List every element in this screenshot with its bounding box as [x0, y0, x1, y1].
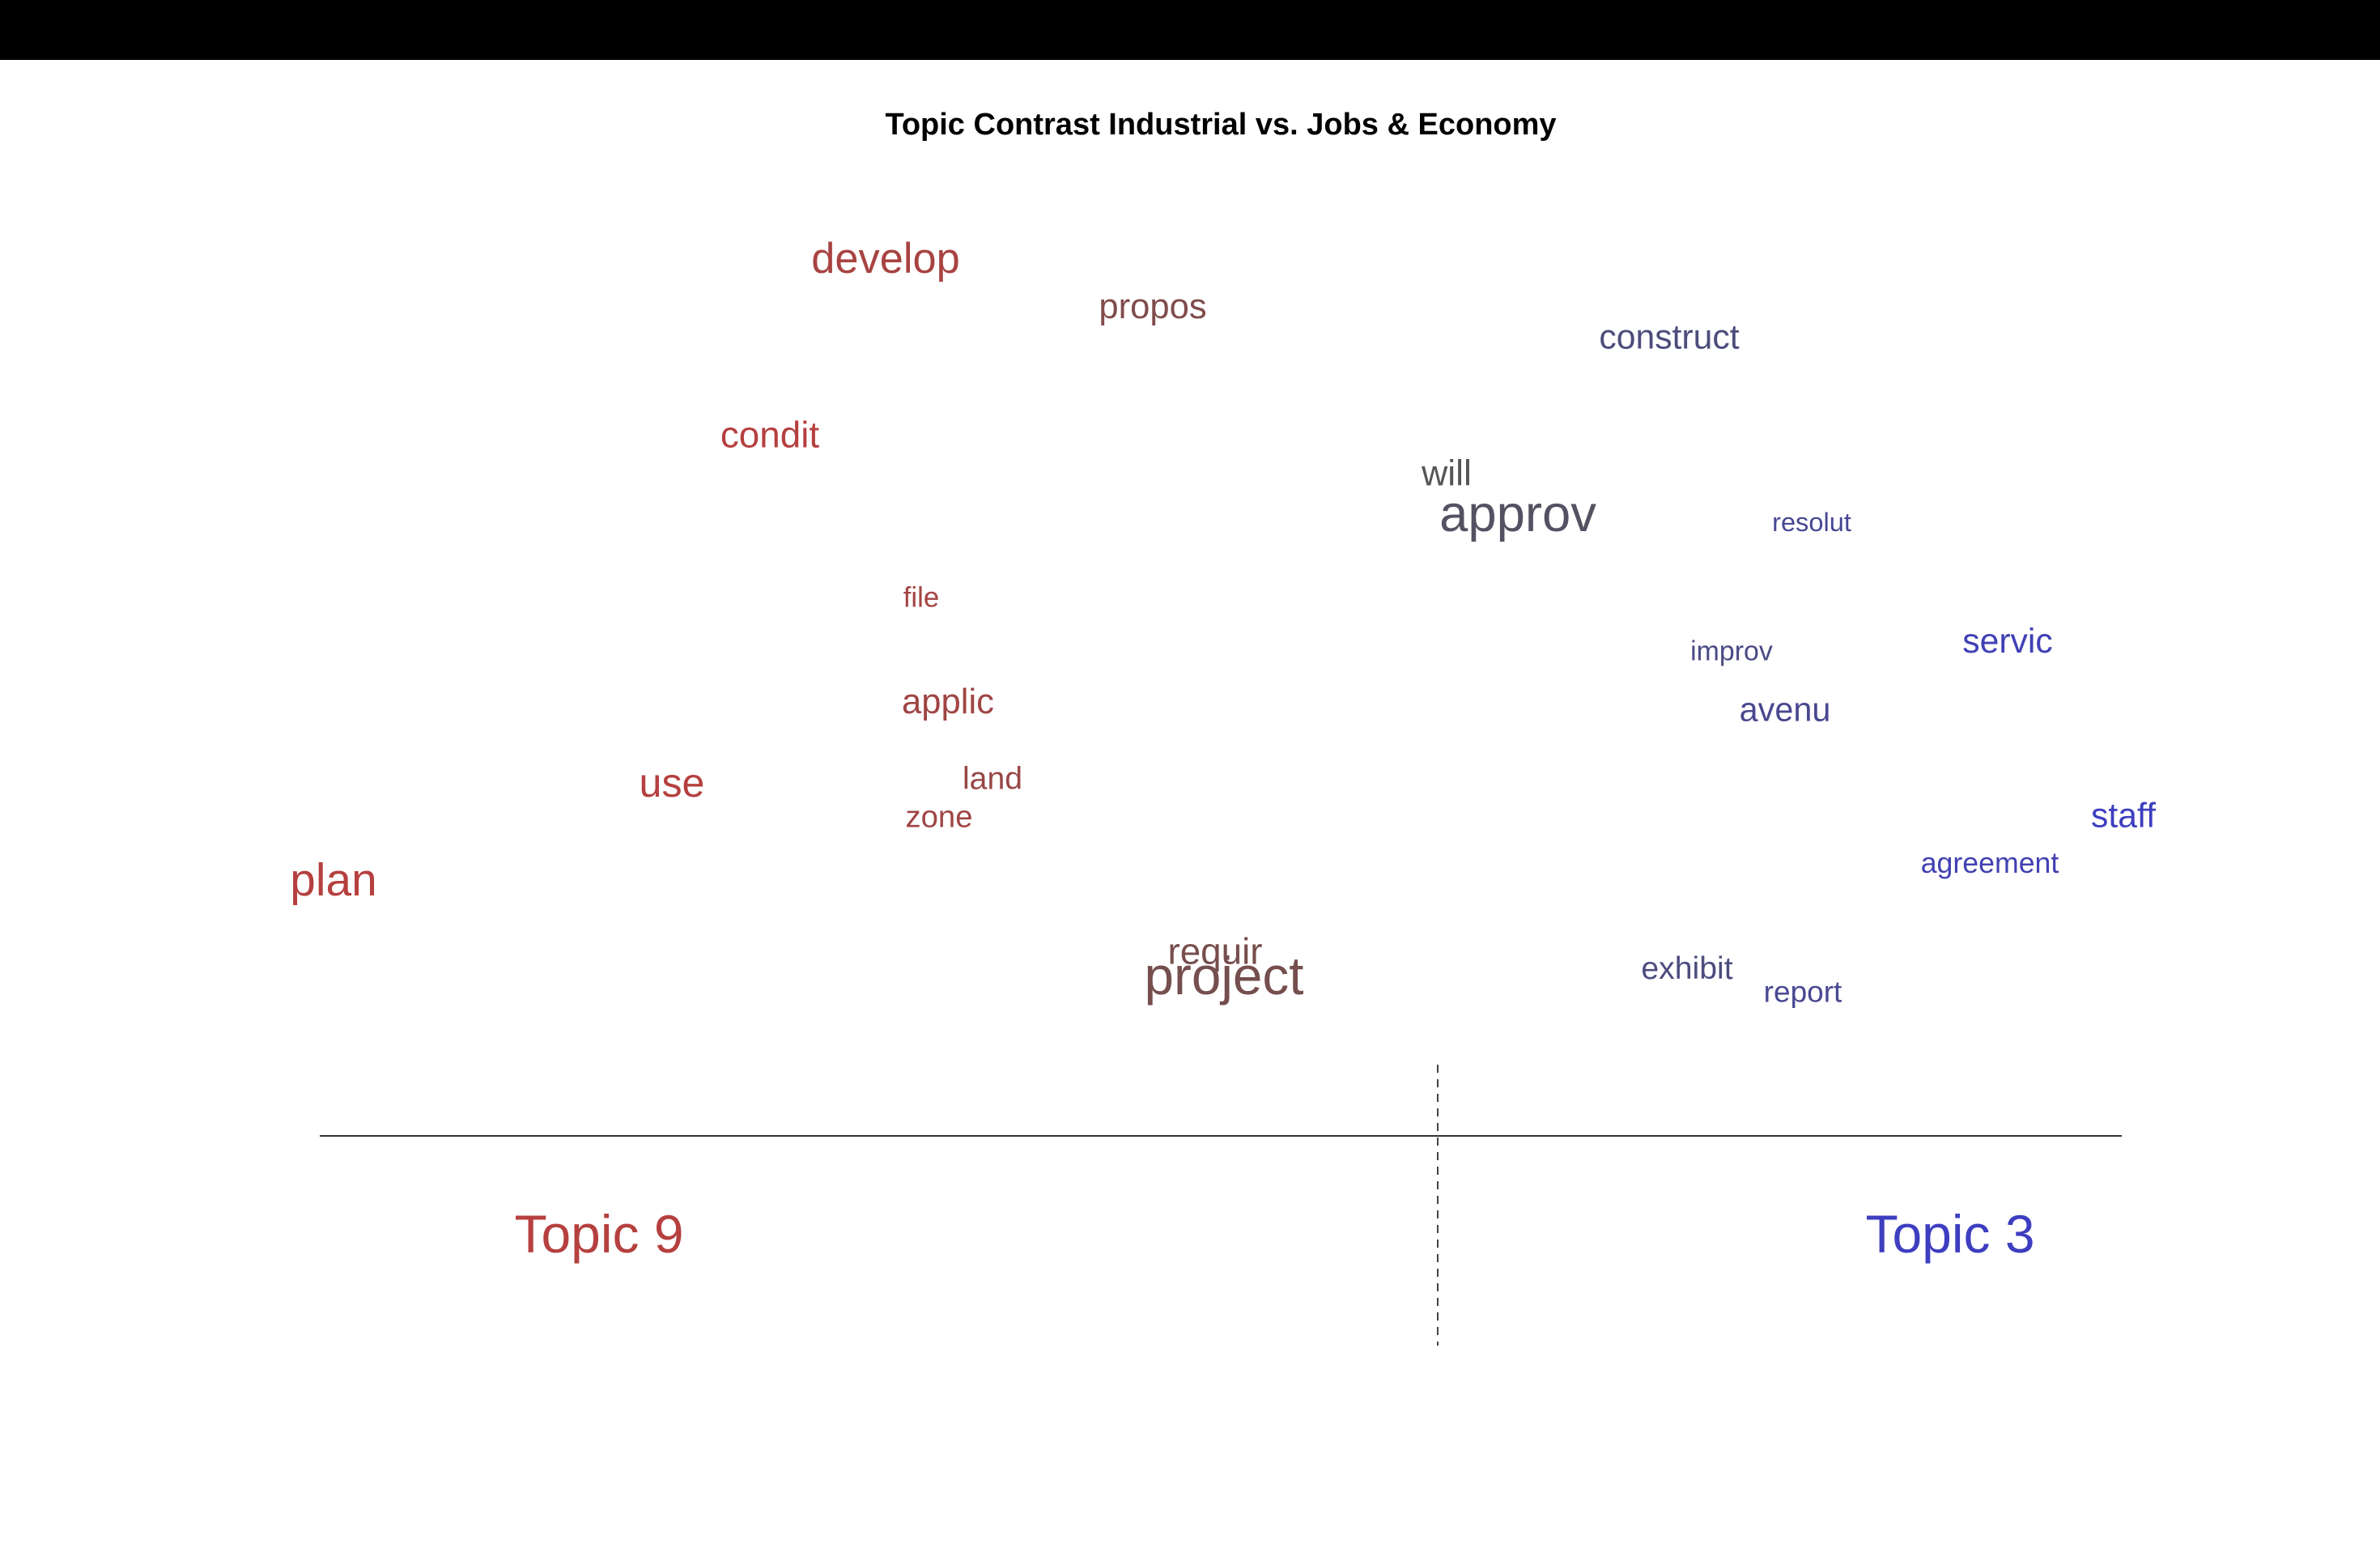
topic-right-label: Topic 3 [1865, 1204, 2034, 1264]
top-bar [0, 0, 2380, 60]
word-land: land [963, 762, 1022, 797]
word-propos: propos [1099, 287, 1206, 326]
word-plan: plan [290, 855, 376, 906]
word-report: report [1764, 975, 1842, 1008]
word-use: use [640, 760, 705, 806]
chart-title: Topic Contrast Industrial vs. Jobs & Eco… [885, 108, 1556, 142]
word-project: project [1145, 946, 1304, 1006]
word-construct: construct [1599, 318, 1739, 357]
topic-left-label: Topic 9 [514, 1204, 683, 1264]
word-applic: applic [902, 683, 994, 721]
word-servic: servic [1962, 622, 2052, 661]
word-agreement: agreement [1921, 847, 2059, 879]
word-staff: staff [2091, 797, 2156, 836]
word-resolut: resolut [1772, 507, 1851, 537]
word-requir: requir [1167, 931, 1262, 972]
word-avenu: avenu [1740, 691, 1831, 728]
word-file: file [903, 582, 939, 614]
word-condit: condit [720, 415, 819, 456]
word-approv: approv [1439, 486, 1596, 542]
word-exhibit: exhibit [1641, 951, 1732, 986]
word-improv: improv [1690, 636, 1773, 666]
word-develop: develop [811, 236, 960, 283]
word-will: will [1421, 454, 1472, 494]
word-zone: zone [905, 800, 972, 835]
